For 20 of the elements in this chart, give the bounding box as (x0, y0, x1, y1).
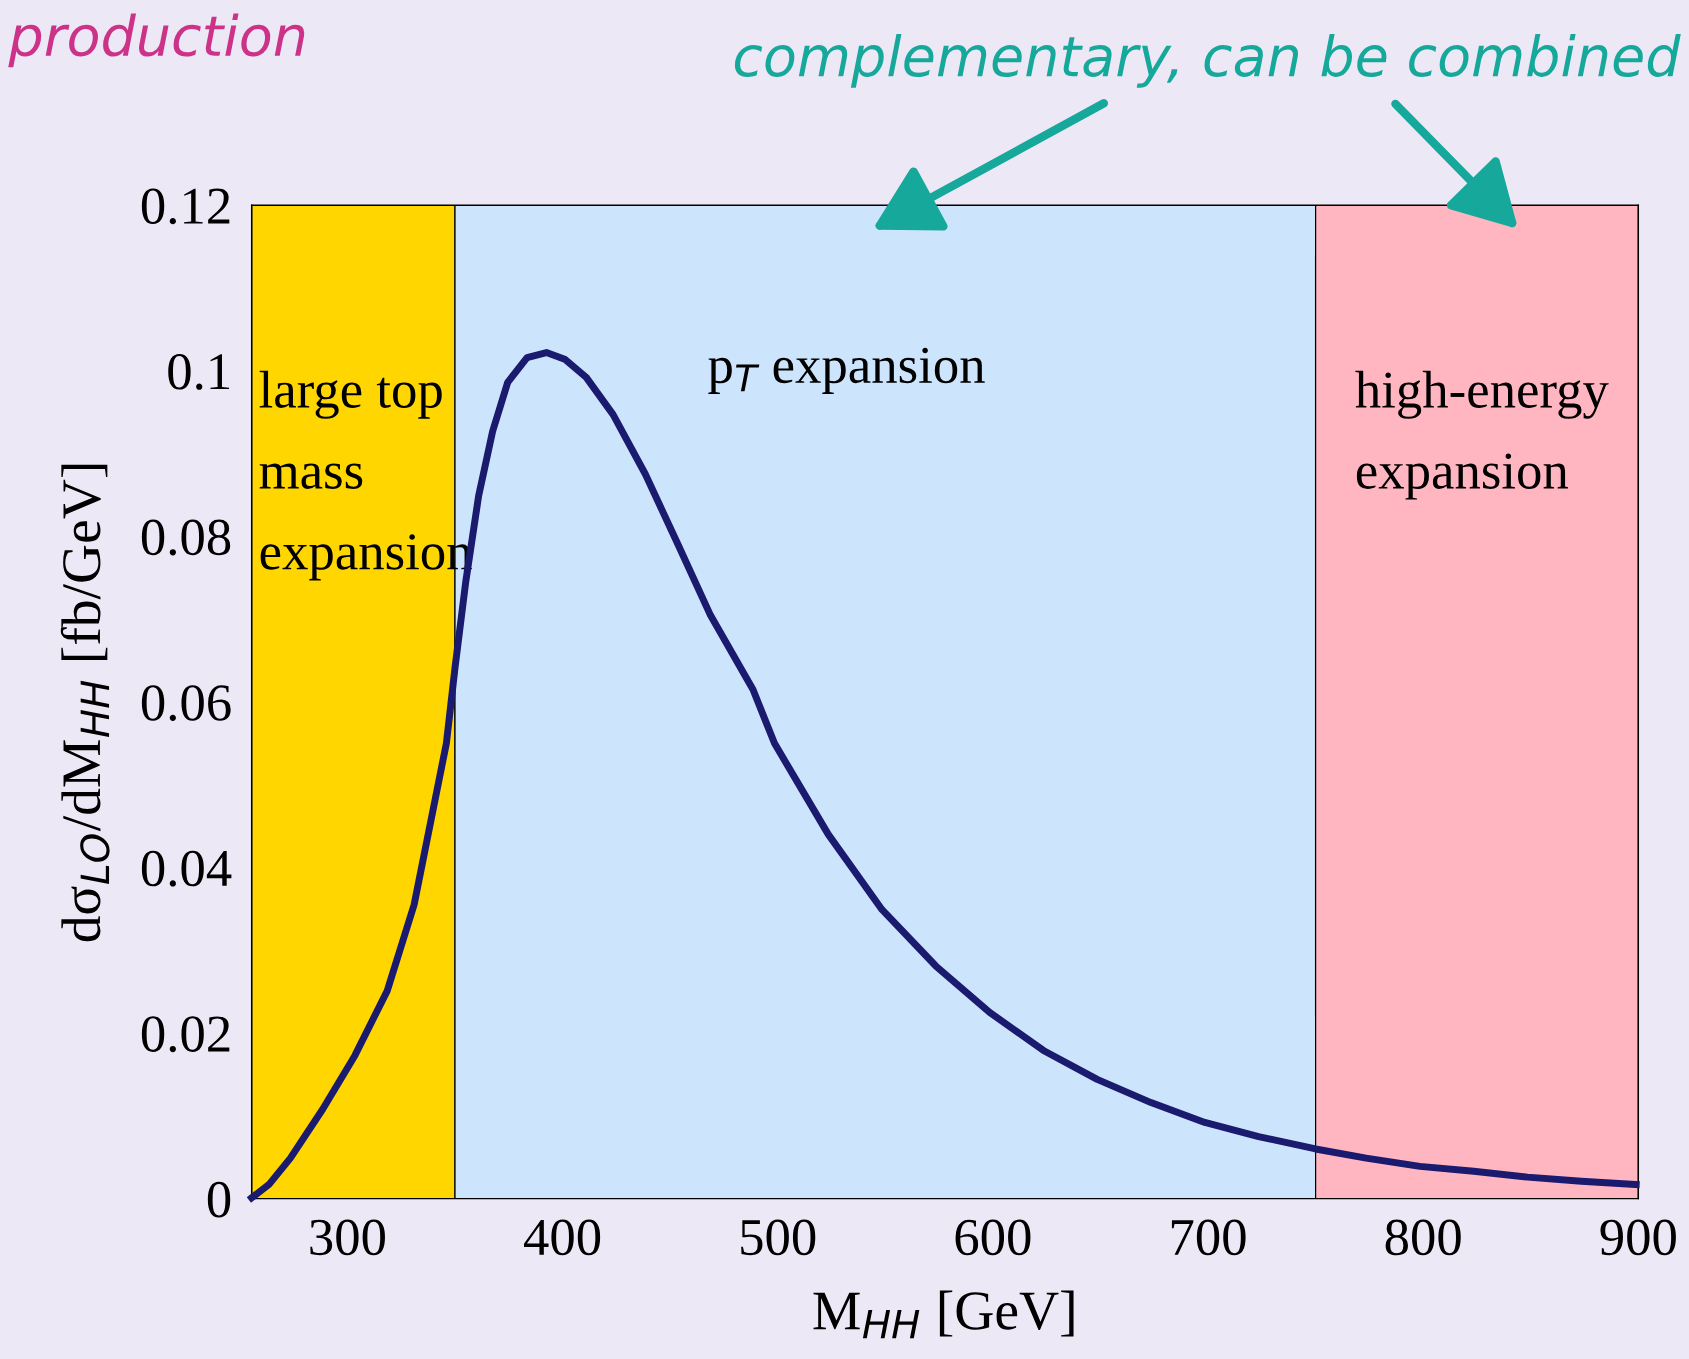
x-tick-label: 900 (1600, 1219, 1676, 1256)
y-tick-label: 0.12 (141, 188, 230, 225)
y-tick-label: 0.06 (141, 685, 231, 721)
y-tick-label: 0 (207, 1181, 231, 1218)
y-axis-title: dσ$_{LO}$/dM$_{HH}$ [fb/GeV] (60, 464, 110, 942)
x-tick-label: 300 (310, 1219, 385, 1256)
band-label: high-energy expansion (1355, 370, 1609, 500)
y-tick-label: 0.04 (141, 850, 232, 887)
x-tick-label: 400 (524, 1219, 601, 1256)
x-axis-title: M$_{HH}$ [GeV] (813, 1290, 1074, 1339)
text: production (8, 13, 305, 68)
x-tick-label: 700 (1171, 1219, 1246, 1256)
band-label: p$_{T}$ expansion (708, 347, 985, 394)
y-tick-label: 0.08 (141, 519, 231, 556)
text: complementary, can be combined (734, 33, 1681, 88)
x-tick-label: 600 (955, 1219, 1031, 1256)
x-tick-label: 800 (1385, 1219, 1461, 1256)
y-tick-label: 0.1 (168, 353, 230, 390)
y-tick-label: 0.02 (141, 1016, 230, 1053)
x-tick-label: 500 (741, 1219, 816, 1256)
